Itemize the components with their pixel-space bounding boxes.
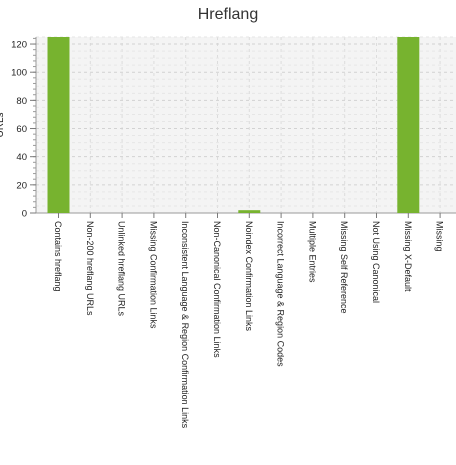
chart-title: Hreflang xyxy=(197,6,259,23)
y-tick-label: 0 xyxy=(22,209,27,220)
x-category-label: Noindex Confirmation Links xyxy=(244,221,254,332)
x-category-label: Incorrect Language & Region Codes xyxy=(276,221,286,367)
bar xyxy=(397,37,420,213)
y-tick-label: 100 xyxy=(11,68,27,79)
x-category-label: Unlinked hreflang URLs xyxy=(117,221,127,317)
x-category-label: Non-Canonical Confirmation Links xyxy=(212,221,222,358)
x-category-label: Multiple Entries xyxy=(307,221,317,283)
y-tick-label: 80 xyxy=(16,96,27,107)
label-layer: 0 20 40 60 80 100 120 URLs Contains hreflang Non-… xyxy=(0,40,445,429)
bar xyxy=(238,210,261,213)
y-tick-label: 120 xyxy=(11,40,27,51)
x-category-label: Not Using Canonical xyxy=(371,221,381,303)
plot-background xyxy=(36,37,456,213)
grid-layer xyxy=(36,36,456,214)
y-axis-title: URLs xyxy=(0,112,6,137)
x-category-label: Inconsistent Language & Region Confirmat… xyxy=(180,221,190,429)
y-tick-label: 40 xyxy=(16,152,27,163)
x-category-label: Non-200 hreflang URLs xyxy=(85,221,95,316)
x-category-label: Missing Confirmation Links xyxy=(148,221,158,329)
x-category-label: Missing X-Default xyxy=(403,221,413,292)
x-category-label: Missing xyxy=(435,221,445,252)
y-tick-label: 20 xyxy=(16,180,27,191)
x-category-label: Missing Self Reference xyxy=(339,221,349,314)
y-tick-label: 60 xyxy=(16,124,27,135)
bar-layer xyxy=(47,37,420,213)
bar xyxy=(47,37,70,213)
x-category-label: Contains hreflang xyxy=(53,221,63,292)
